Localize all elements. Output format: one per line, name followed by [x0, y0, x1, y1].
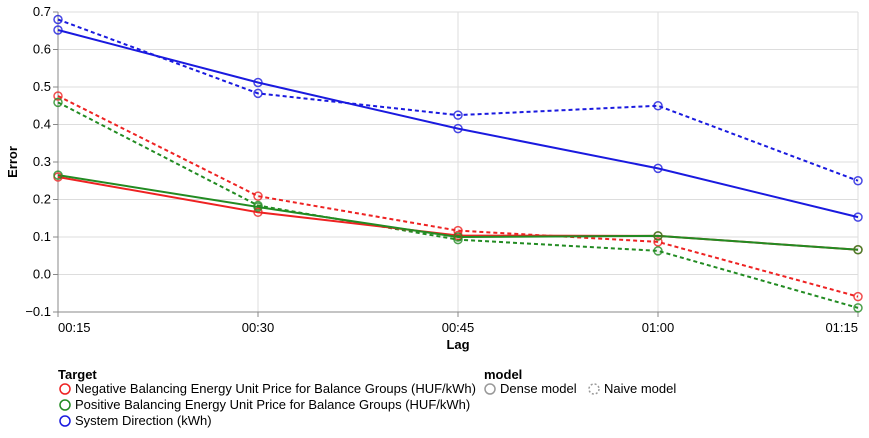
legend-label: Dense model — [500, 381, 577, 396]
y-tick-label: 0.1 — [33, 229, 51, 244]
y-tick-label: 0.2 — [33, 192, 51, 207]
y-tick-label: 0.0 — [33, 267, 51, 282]
legend-label: Negative Balancing Energy Unit Price for… — [75, 381, 476, 396]
x-axis-title: Lag — [446, 337, 469, 352]
y-tick-label: −0.1 — [25, 304, 51, 319]
legend-label: Positive Balancing Energy Unit Price for… — [75, 397, 470, 412]
legend-symbol — [589, 384, 599, 394]
target-legend-title: Target — [58, 367, 97, 382]
legend-symbol — [60, 384, 70, 394]
y-tick-label: 0.5 — [33, 79, 51, 94]
legend-label: Naive model — [604, 381, 676, 396]
legend-label: System Direction (kWh) — [75, 413, 212, 428]
x-tick-label: 00:45 — [442, 320, 475, 335]
y-axis-ticks: −0.1 0.0 0.1 0.2 0.3 0.4 0.5 0.6 0.7 — [25, 4, 58, 319]
x-axis-ticks: 00:15 00:30 00:45 01:00 01:15 — [58, 312, 858, 335]
grid — [58, 12, 858, 312]
target-legend: Target Negative Balancing Energy Unit Pr… — [58, 367, 476, 428]
x-tick-label: 00:30 — [242, 320, 275, 335]
x-tick-label: 01:15 — [825, 320, 858, 335]
y-tick-label: 0.3 — [33, 154, 51, 169]
y-axis-title: Error — [5, 146, 20, 178]
model-legend: model Dense model Naive model — [484, 367, 676, 396]
legend-symbol — [60, 400, 70, 410]
y-tick-label: 0.6 — [33, 42, 51, 57]
legend-symbol — [485, 384, 495, 394]
y-tick-label: 0.4 — [33, 117, 51, 132]
y-tick-label: 0.7 — [33, 4, 51, 19]
model-legend-title: model — [484, 367, 522, 382]
x-tick-label: 01:00 — [642, 320, 675, 335]
legend-symbol — [60, 416, 70, 426]
x-tick-label: 00:15 — [58, 320, 91, 335]
